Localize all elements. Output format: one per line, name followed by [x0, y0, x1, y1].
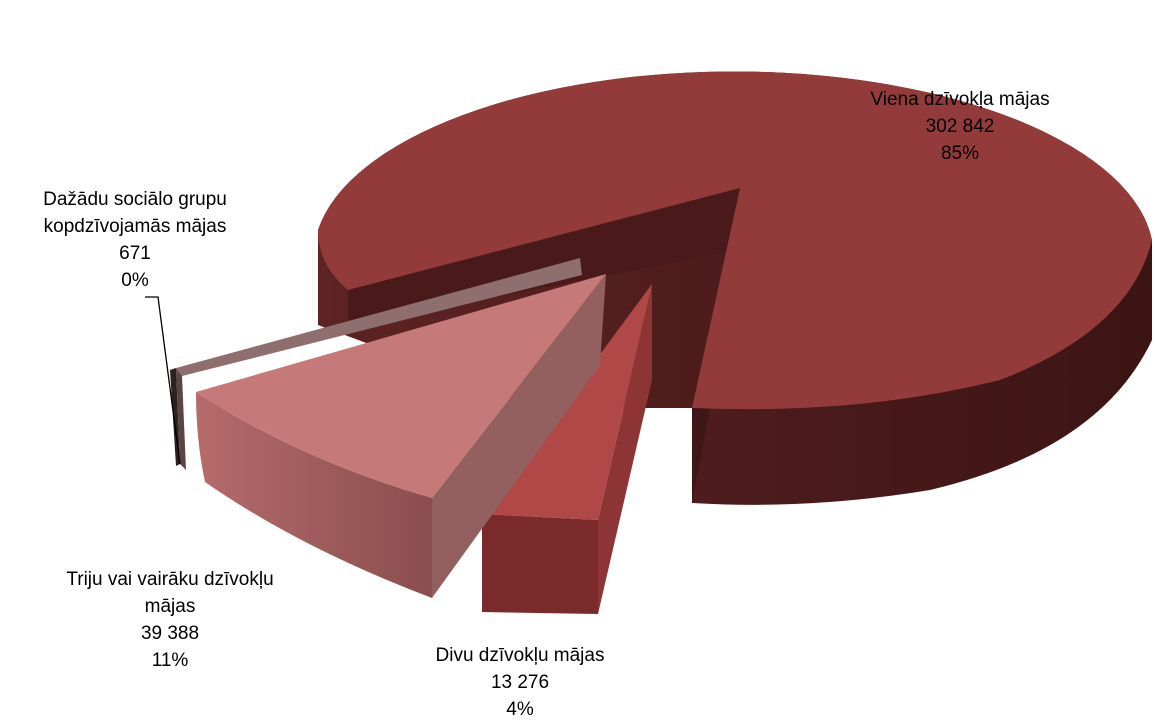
data-label-triju-percent: 11%	[151, 650, 189, 671]
data-label-viena-value: 302 842	[925, 116, 995, 137]
data-label-dazadu-name-line1: Dažādu sociālo grupu	[43, 189, 227, 210]
data-label-divu-value: 13 276	[490, 672, 550, 693]
data-label-divu: Divu dzīvokļu mājas 13 276 4%	[400, 642, 640, 723]
data-label-dazadu-percent: 0%	[121, 270, 149, 291]
data-label-viena-percent: 85%	[940, 143, 980, 164]
data-label-triju-name-line2: mājas	[144, 596, 196, 617]
data-label-dazadu-value: 671	[119, 243, 151, 264]
data-label-viena-name: Viena dzīvokļa mājas	[870, 89, 1050, 110]
data-label-viena: Viena dzīvokļa mājas 302 842 85%	[820, 86, 1100, 167]
data-label-divu-percent: 4%	[506, 699, 534, 720]
pie-slice-triju-front	[196, 392, 432, 598]
pie-slice-dazadu-side	[176, 368, 186, 470]
pie-slice-dazadu-top	[176, 258, 582, 376]
pie-slice-divu-front	[482, 514, 598, 614]
data-label-triju-name-line1: Triju vai vairāku dzīvokļu	[66, 569, 274, 590]
pie-slice-divu-side	[598, 284, 652, 614]
data-label-divu-name: Divu dzīvokļu mājas	[435, 645, 605, 666]
pie-slice-viena-top	[318, 71, 1152, 410]
pie-slice-triju-side	[432, 274, 606, 598]
data-label-triju: Triju vai vairāku dzīvokļu mājas 39 388 …	[30, 566, 310, 674]
data-label-dazadu: Dažādu sociālo grupu kopdzīvojamās mājas…	[0, 186, 270, 294]
data-label-dazadu-name-line2: kopdzīvojamās mājas	[43, 216, 227, 237]
pie-slice-triju-top	[196, 274, 606, 498]
pie-slice-viena-cut-left	[348, 188, 740, 325]
data-label-triju-value: 39 388	[140, 623, 200, 644]
pie-slice-triju	[196, 274, 606, 598]
leader-line-dazadu	[145, 296, 181, 465]
